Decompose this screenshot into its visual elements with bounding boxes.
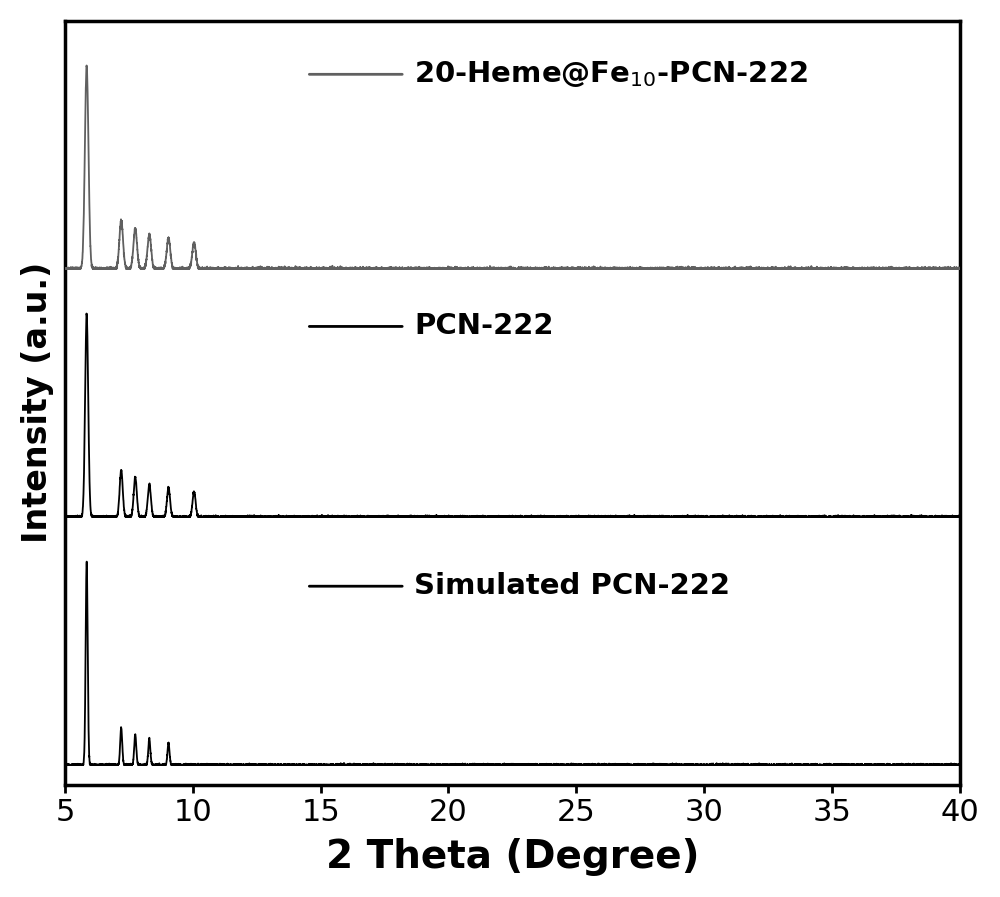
Text: PCN-222: PCN-222 — [414, 312, 553, 341]
Text: Simulated PCN-222: Simulated PCN-222 — [414, 572, 730, 600]
Text: 20-Heme@Fe$_{10}$-PCN-222: 20-Heme@Fe$_{10}$-PCN-222 — [414, 59, 808, 90]
X-axis label: 2 Theta (Degree): 2 Theta (Degree) — [326, 838, 699, 876]
Y-axis label: Intensity (a.u.): Intensity (a.u.) — [21, 262, 54, 544]
